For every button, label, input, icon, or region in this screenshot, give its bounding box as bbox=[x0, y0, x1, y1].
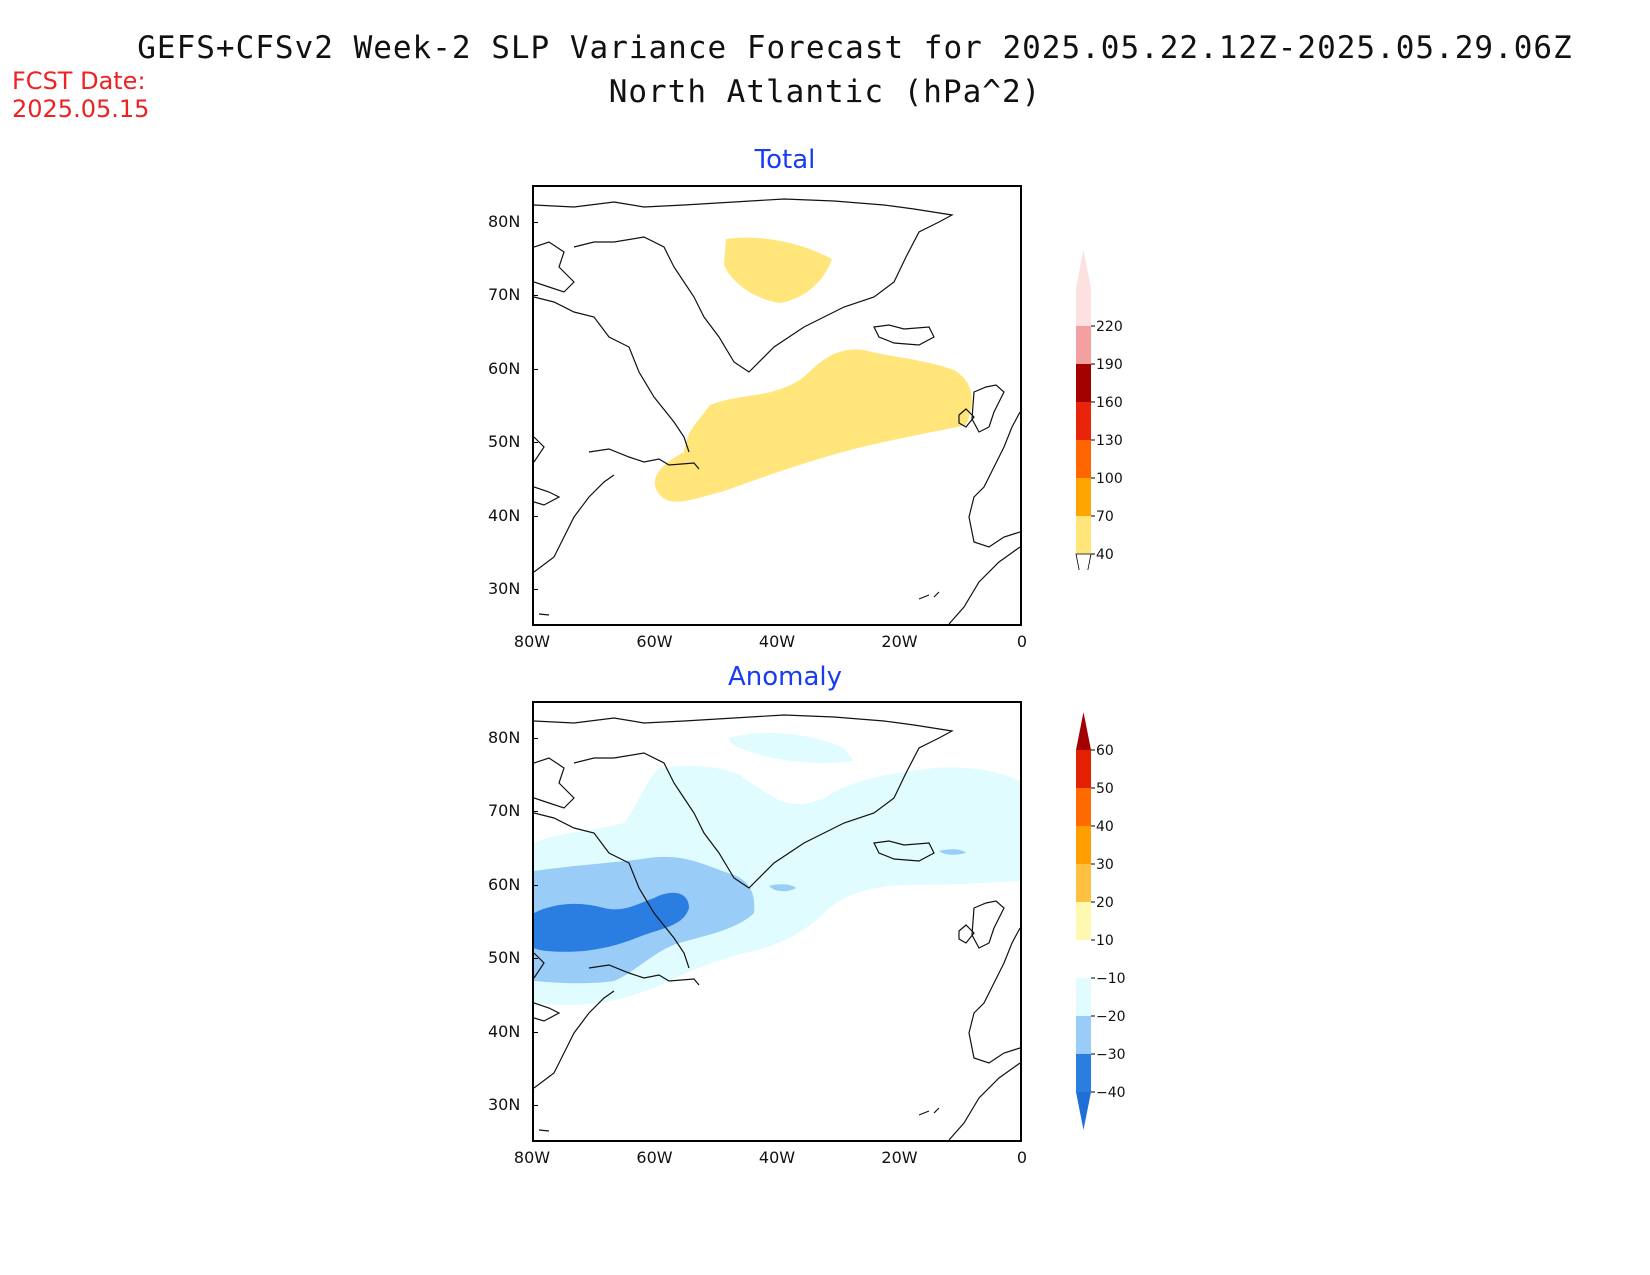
colorbar-label: 30 bbox=[1096, 857, 1114, 873]
colorbar-label: −30 bbox=[1096, 1047, 1126, 1063]
colorbar-label: 40 bbox=[1096, 819, 1114, 835]
anomaly-coastlines bbox=[533, 714, 1021, 1141]
lat-tick-label-total: 30N bbox=[488, 579, 521, 599]
lon-tick-label-anom: 80W bbox=[513, 1148, 551, 1167]
lat-tick-label-total: 60N bbox=[488, 358, 521, 378]
lon-tick-label-total: 40W bbox=[758, 632, 796, 651]
colorbar-box bbox=[1076, 978, 1091, 1016]
total-contour-atlantic bbox=[654, 349, 972, 502]
colorbar-box bbox=[1076, 788, 1091, 826]
lat-tick-label-anom: 60N bbox=[488, 874, 521, 894]
lon-tick-label-anom: 20W bbox=[881, 1148, 918, 1167]
lat-tick-mark-total bbox=[532, 368, 538, 370]
lat-tick-mark-total bbox=[532, 442, 538, 444]
colorbar-label: 40 bbox=[1096, 547, 1114, 563]
lat-tick-mark-total bbox=[532, 515, 538, 517]
panel-title-anomaly: Anomaly bbox=[727, 662, 843, 692]
panel-title-total: Total bbox=[754, 145, 816, 175]
lat-tick-mark-anom bbox=[532, 1105, 538, 1107]
colorbar-label: 160 bbox=[1096, 395, 1123, 411]
colorbar-box bbox=[1076, 1016, 1091, 1054]
map-anomaly-svg bbox=[533, 714, 1021, 1141]
lon-tick-label-anom: 40W bbox=[758, 1148, 796, 1167]
lon-tick-label-total: 0 bbox=[1016, 632, 1028, 651]
colorbar-box bbox=[1076, 364, 1091, 402]
colorbar-label: 190 bbox=[1096, 357, 1123, 373]
colorbar-box bbox=[1076, 1054, 1091, 1092]
map-anomaly bbox=[532, 701, 1022, 1142]
lat-tick-label-total: 80N bbox=[488, 211, 521, 231]
colorbar-label: 130 bbox=[1096, 433, 1123, 449]
colorbar-anomaly: −40 −30 −20 −10 10 20 30 40 50 60 bbox=[1076, 712, 1126, 1130]
colorbar-extend-low bbox=[1075, 553, 1092, 570]
fcst-date-label: FCST Date: bbox=[12, 67, 146, 95]
colorbar-total: 40 70 100 130 160 190 220 bbox=[1075, 250, 1123, 570]
total-coastlines bbox=[533, 198, 1021, 625]
lat-tick-mark-total bbox=[532, 295, 538, 297]
lat-tick-label-anom: 50N bbox=[488, 948, 521, 968]
colorbar-label: 10 bbox=[1096, 933, 1114, 949]
colorbar-box bbox=[1076, 288, 1091, 326]
colorbar-extend-high bbox=[1076, 250, 1091, 288]
lat-tick-mark-anom bbox=[532, 1031, 538, 1033]
colorbar-extend-low bbox=[1076, 1092, 1091, 1130]
colorbar-label: 220 bbox=[1096, 319, 1123, 335]
lon-tick-label-anom: 0 bbox=[1016, 1148, 1028, 1167]
lat-tick-label-anom: 80N bbox=[488, 727, 521, 747]
lat-tick-mark-anom bbox=[532, 958, 538, 960]
colorbar-label: 100 bbox=[1096, 471, 1123, 487]
total-contour-greenland bbox=[724, 237, 832, 303]
lat-tick-mark-total bbox=[532, 221, 538, 223]
colorbar-label: −10 bbox=[1096, 971, 1126, 987]
colorbar-box bbox=[1076, 826, 1091, 864]
colorbar-box bbox=[1076, 902, 1091, 940]
colorbar-box bbox=[1076, 478, 1091, 516]
colorbar-box bbox=[1076, 440, 1091, 478]
map-total bbox=[532, 185, 1022, 626]
anom-contour-20-small bbox=[769, 884, 796, 892]
colorbar-box bbox=[1076, 326, 1091, 364]
colorbar-label: 70 bbox=[1096, 509, 1114, 525]
lat-tick-mark-anom bbox=[532, 884, 538, 886]
anom-contour-20-iceland bbox=[939, 849, 966, 855]
colorbar-label: −40 bbox=[1096, 1085, 1126, 1101]
colorbar-box bbox=[1076, 402, 1091, 440]
main-title: GEFS+CFSv2 Week-2 SLP Variance Forecast … bbox=[137, 30, 1573, 66]
map-total-svg bbox=[533, 198, 1021, 625]
colorbar-label: −20 bbox=[1096, 1009, 1126, 1025]
lat-tick-mark-anom bbox=[532, 737, 538, 739]
lat-tick-label-anom: 70N bbox=[488, 801, 521, 821]
lat-tick-mark-anom bbox=[532, 811, 538, 813]
colorbar-box bbox=[1076, 940, 1091, 978]
colorbar-box bbox=[1076, 516, 1091, 554]
colorbar-extend-high bbox=[1076, 712, 1091, 750]
fcst-date-value: 2025.05.15 bbox=[12, 95, 150, 123]
lon-tick-label-anom: 60W bbox=[636, 1148, 673, 1167]
lat-tick-label-anom: 30N bbox=[488, 1095, 521, 1115]
lon-tick-label-total: 20W bbox=[881, 632, 918, 651]
colorbar-box bbox=[1076, 750, 1091, 788]
lat-tick-label-total: 40N bbox=[488, 505, 521, 525]
colorbar-label: 60 bbox=[1096, 743, 1114, 759]
lat-tick-label-anom: 40N bbox=[488, 1021, 521, 1041]
lat-tick-mark-total bbox=[532, 589, 538, 591]
main-subtitle: North Atlantic (hPa^2) bbox=[608, 74, 1042, 110]
colorbar-box bbox=[1076, 864, 1091, 902]
colorbar-label: 20 bbox=[1096, 895, 1114, 911]
lon-tick-label-total: 60W bbox=[636, 632, 673, 651]
anom-contour-10-north bbox=[729, 732, 854, 763]
lat-tick-label-total: 50N bbox=[488, 432, 521, 452]
lon-tick-label-total: 80W bbox=[513, 632, 551, 651]
colorbar-label: 50 bbox=[1096, 781, 1114, 797]
lat-tick-label-total: 70N bbox=[488, 285, 521, 305]
